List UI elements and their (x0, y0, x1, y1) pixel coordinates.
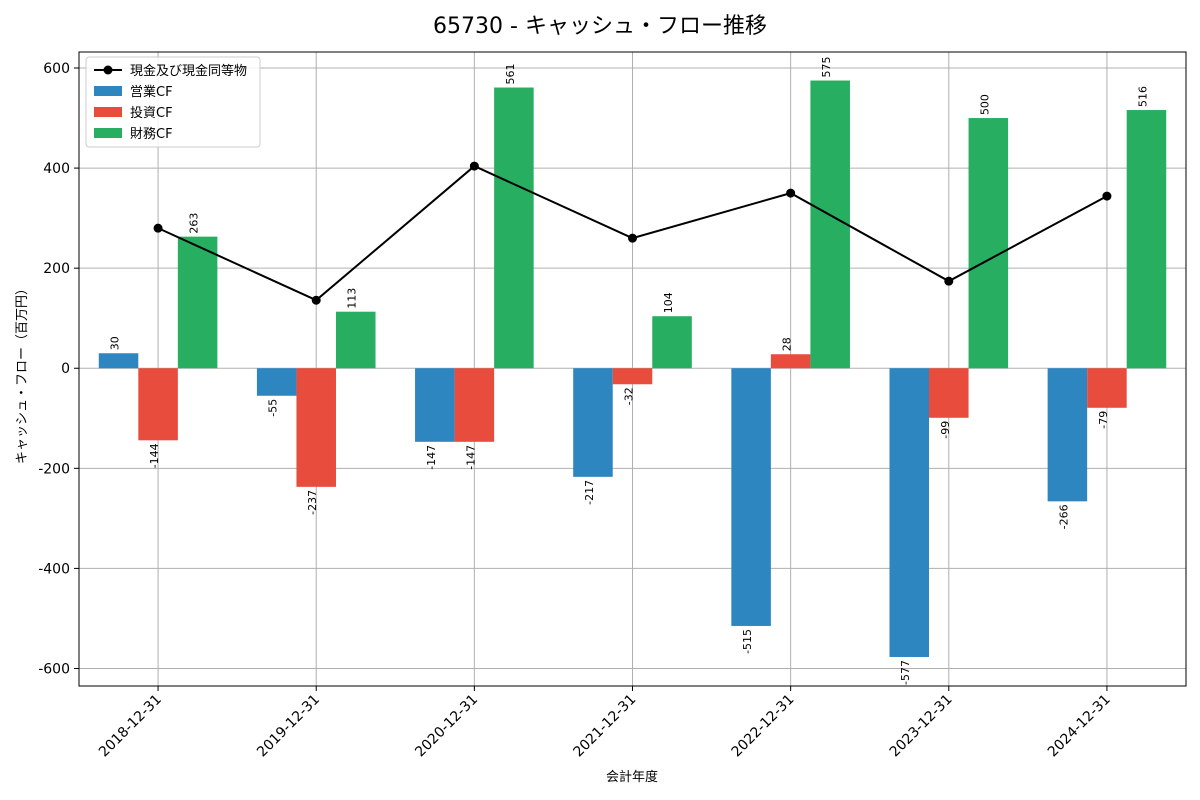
legend-bar-swatch (94, 128, 122, 138)
data-label: -144 (148, 443, 161, 468)
y-tick-label: 600 (43, 61, 70, 77)
data-label: -237 (306, 490, 319, 515)
bars (98, 80, 1167, 657)
legend-label: 営業CF (130, 84, 173, 100)
y-tick-label: 400 (43, 161, 70, 177)
data-label: -55 (267, 399, 280, 417)
legend-point-swatch (103, 65, 113, 75)
data-label: -99 (939, 421, 952, 439)
x-axis-label: 会計年度 (606, 769, 658, 785)
legend-label: 投資CF (130, 105, 173, 121)
data-labels: 30 -55 -147 -217 -515 -577 -266 -144 -237 -147 -32… (109, 57, 1150, 685)
bar (770, 354, 811, 369)
y-tick-label: 200 (43, 261, 70, 277)
y-axis-label: キャッシュ・フロー（百万円） (15, 282, 30, 464)
x-tick-label: 2021-12-31 (570, 692, 639, 761)
legend-bar-swatch (94, 86, 122, 96)
bar (889, 368, 930, 657)
data-label: 500 (978, 94, 991, 115)
data-label: -577 (899, 660, 912, 685)
bar (335, 311, 376, 369)
data-label: 30 (109, 336, 122, 350)
bar (415, 368, 455, 442)
cash-point (311, 295, 321, 305)
y-tick-label: -200 (38, 461, 70, 477)
x-tick-label: 2019-12-31 (254, 692, 323, 761)
data-label: 113 (346, 288, 359, 309)
bar (256, 368, 297, 396)
bar (968, 118, 1009, 369)
data-label: 28 (781, 337, 794, 351)
cash-point (944, 276, 954, 286)
cash-line (153, 161, 1112, 305)
data-label: 104 (662, 292, 675, 313)
bar (929, 368, 969, 418)
data-label: -147 (464, 445, 477, 470)
bar (454, 368, 495, 442)
bar (612, 368, 653, 385)
bar (573, 368, 613, 477)
y-tick-label: -600 (38, 661, 70, 677)
data-label: 516 (1136, 86, 1149, 107)
cash-point (153, 223, 163, 233)
cash-point (469, 161, 479, 171)
y-tick-label: -400 (38, 561, 70, 577)
x-tick-label: 2023-12-31 (887, 692, 956, 761)
data-label: -515 (741, 629, 754, 654)
bar (177, 236, 218, 369)
bar (731, 368, 771, 626)
bar (98, 353, 139, 369)
cash-point (628, 233, 637, 243)
legend-label: 現金及び現金同等物 (130, 63, 247, 79)
data-label: -79 (1097, 411, 1110, 429)
bar (494, 87, 534, 369)
cash-point (786, 188, 796, 198)
plot-frame (78, 51, 1187, 687)
data-label: -32 (623, 387, 636, 405)
bar (1047, 368, 1088, 502)
data-label: 575 (820, 57, 833, 78)
legend-label: 財務CF (130, 127, 173, 142)
x-tick-label: 2024-12-31 (1045, 692, 1114, 761)
data-label: 263 (188, 213, 201, 234)
data-label: 561 (504, 64, 517, 85)
chart-title: 65730 - キャッシュ・フロー推移 (433, 14, 767, 39)
legend-bar-swatch (94, 107, 122, 117)
data-label: -147 (425, 445, 438, 470)
y-tick-label: 0 (61, 361, 70, 377)
x-tick-label: 2020-12-31 (412, 692, 481, 761)
bar (810, 80, 850, 369)
bar (296, 368, 336, 487)
data-label: -266 (1057, 504, 1070, 529)
data-label: -217 (583, 480, 596, 505)
cash-point (1102, 191, 1112, 201)
x-tick-label: 2018-12-31 (96, 692, 165, 761)
legend-box (85, 56, 261, 148)
x-tick-label: 2022-12-31 (729, 692, 798, 761)
bar (1087, 368, 1127, 408)
bar (652, 316, 692, 369)
bar (138, 368, 178, 441)
bar (1126, 110, 1167, 369)
